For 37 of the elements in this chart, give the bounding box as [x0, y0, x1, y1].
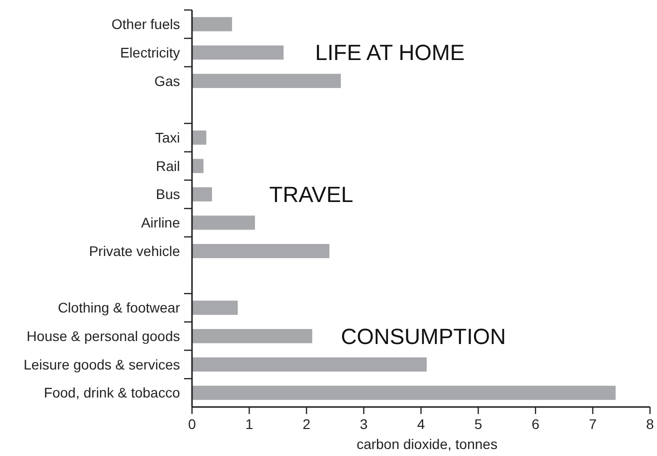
x-tick-label: 4	[417, 416, 426, 432]
bar	[192, 17, 232, 32]
x-tick-label: 1	[245, 416, 254, 432]
bar	[192, 300, 238, 315]
annotation: CONSUMPTION	[340, 324, 506, 349]
x-axis-title: carbon dioxide, tonnes	[356, 436, 498, 452]
x-tick-label: 7	[588, 416, 597, 432]
y-tick-label: Food, drink & tobacco	[44, 384, 180, 401]
x-tick-label: 5	[474, 416, 482, 432]
y-tick-label: House & personal goods	[26, 328, 180, 344]
x-tick-label: 0	[188, 416, 196, 432]
y-tick-label: Bus	[156, 186, 180, 202]
bar	[192, 130, 206, 145]
bar	[192, 357, 427, 372]
annotation: LIFE AT HOME	[315, 40, 465, 66]
y-tick-label: Airline	[141, 214, 180, 231]
bar	[192, 244, 330, 258]
x-tick-label: 8	[646, 416, 654, 432]
bar	[192, 45, 284, 60]
y-tick-label: Electricity	[120, 44, 180, 60]
bar	[192, 187, 212, 202]
y-tick-label: Clothing & footwear	[58, 300, 180, 316]
y-tick-label: Taxi	[155, 130, 180, 146]
y-tick-label: Other fuels	[112, 16, 180, 32]
x-tick-label: 3	[360, 416, 368, 432]
bar	[192, 329, 312, 344]
bar	[192, 74, 341, 88]
bar	[192, 216, 255, 230]
y-tick-label: Leisure goods & services	[24, 356, 180, 372]
y-tick-label: Gas	[154, 72, 180, 89]
bar	[192, 386, 616, 400]
bar	[192, 158, 204, 174]
x-tick-label: 2	[302, 416, 311, 432]
annotation: TRAVEL	[269, 182, 354, 208]
y-tick-label: Private vehicle	[88, 242, 180, 259]
y-tick-label: Rail	[156, 158, 180, 174]
x-tick-label: 6	[532, 416, 540, 432]
